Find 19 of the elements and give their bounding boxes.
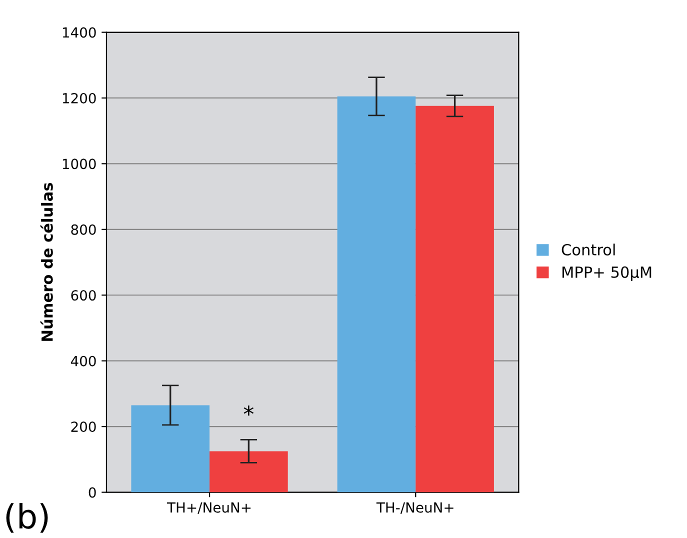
legend-label: MPP+ 50μM [562, 266, 652, 281]
y-tick-label: 1400 [62, 27, 96, 38]
bar [210, 451, 288, 492]
y-tick-label: 800 [71, 224, 96, 235]
text: (b) [6, 503, 48, 533]
y-tick-label: 1000 [62, 158, 96, 170]
bar [337, 96, 416, 492]
y-axis-title: Número de células [40, 182, 53, 341]
x-tick-label: TH+/NeuN+ [166, 502, 251, 514]
y-tick-label: 400 [70, 356, 96, 366]
y-tick-label: 0 [88, 487, 96, 498]
annotation: * [244, 405, 254, 416]
y-tick-label: 1200 [62, 92, 96, 104]
bar [131, 405, 210, 492]
y-tick-label: 600 [71, 290, 96, 301]
legend-label: Control [562, 244, 615, 256]
y-tick-label: 200 [71, 422, 96, 432]
bar [416, 106, 494, 492]
x-tick-label: TH-/NeuN+ [376, 502, 454, 514]
